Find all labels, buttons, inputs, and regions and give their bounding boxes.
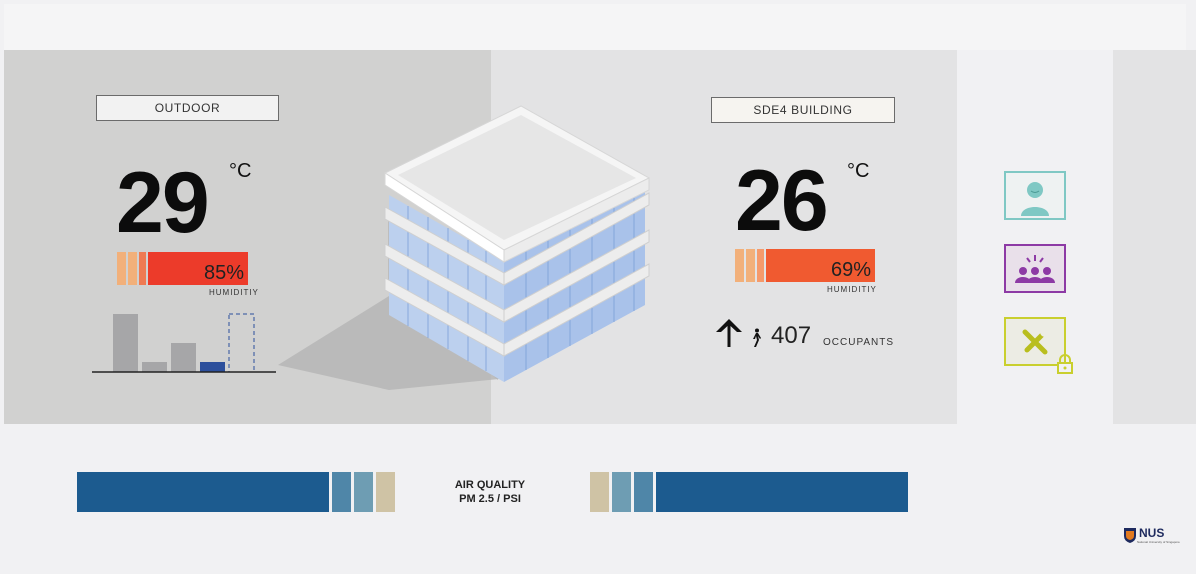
user-profile-button[interactable] xyxy=(1004,171,1066,220)
tools-icon xyxy=(1022,326,1050,354)
group-icon xyxy=(1015,254,1055,283)
occupants-count: 407 xyxy=(771,322,812,349)
lock-icon xyxy=(1056,354,1074,379)
outdoor-temperature: 29 xyxy=(116,155,210,251)
occupants-label: OCCUPANTS xyxy=(823,337,895,348)
building-temperature-unit: °C xyxy=(847,160,870,182)
outdoor-bar xyxy=(113,314,138,372)
outdoor-humidity-value: 85% xyxy=(148,252,248,285)
air-quality-segment xyxy=(590,472,609,512)
air-quality-segment xyxy=(634,472,653,512)
user-avatar-icon xyxy=(1021,181,1049,216)
nus-crest-icon xyxy=(1124,528,1136,543)
air-quality-segment xyxy=(332,472,351,512)
humidity-segment xyxy=(735,249,744,282)
outdoor-bar xyxy=(228,313,255,373)
outdoor-humidity-label: HUMIDITIY xyxy=(209,288,259,297)
logo-text: NUS xyxy=(1139,526,1165,540)
logo-subtext: National University of Singapore xyxy=(1137,540,1180,544)
nus-logo: NUS National University of Singapore xyxy=(1123,526,1180,544)
humidity-segment xyxy=(117,252,126,285)
humidity-segment xyxy=(139,252,146,285)
building-humidity-value: 69% xyxy=(766,249,875,282)
humidity-segment xyxy=(746,249,755,282)
air-quality-label: AIR QUALITY PM 2.5 / PSI xyxy=(430,478,550,506)
outdoor-bar xyxy=(142,362,167,372)
far-right-panel xyxy=(1113,50,1196,424)
building-humidity-label: HUMIDITIY xyxy=(827,285,877,294)
humidity-segment xyxy=(757,249,764,282)
walking-person-icon xyxy=(749,328,763,353)
outdoor-humidity-bar: 85% xyxy=(117,252,248,285)
air-quality-segment xyxy=(354,472,373,512)
building-humidity-bar: 69% xyxy=(735,249,875,282)
air-quality-segment xyxy=(376,472,395,512)
outdoor-bar xyxy=(171,343,196,372)
building-illustration-icon xyxy=(278,105,651,390)
outdoor-bar xyxy=(200,362,225,372)
maintenance-tools-button[interactable] xyxy=(1004,317,1066,366)
outdoor-temperature-unit: °C xyxy=(229,160,252,182)
building-temperature: 26 xyxy=(735,153,829,249)
air-quality-subtitle: PM 2.5 / PSI xyxy=(459,493,521,505)
up-arrow-icon xyxy=(715,318,743,354)
top-strip xyxy=(4,4,1186,50)
outdoor-label: OUTDOOR xyxy=(96,95,279,121)
air-quality-bar-left xyxy=(77,472,329,512)
humidity-segment xyxy=(128,252,137,285)
air-quality-title: AIR QUALITY xyxy=(454,479,526,491)
group-occupancy-button[interactable] xyxy=(1004,244,1066,293)
outdoor-bar-chart xyxy=(92,313,276,373)
building-label: SDE4 BUILDING xyxy=(711,97,895,123)
air-quality-segment xyxy=(612,472,631,512)
air-quality-bar-right xyxy=(656,472,908,512)
